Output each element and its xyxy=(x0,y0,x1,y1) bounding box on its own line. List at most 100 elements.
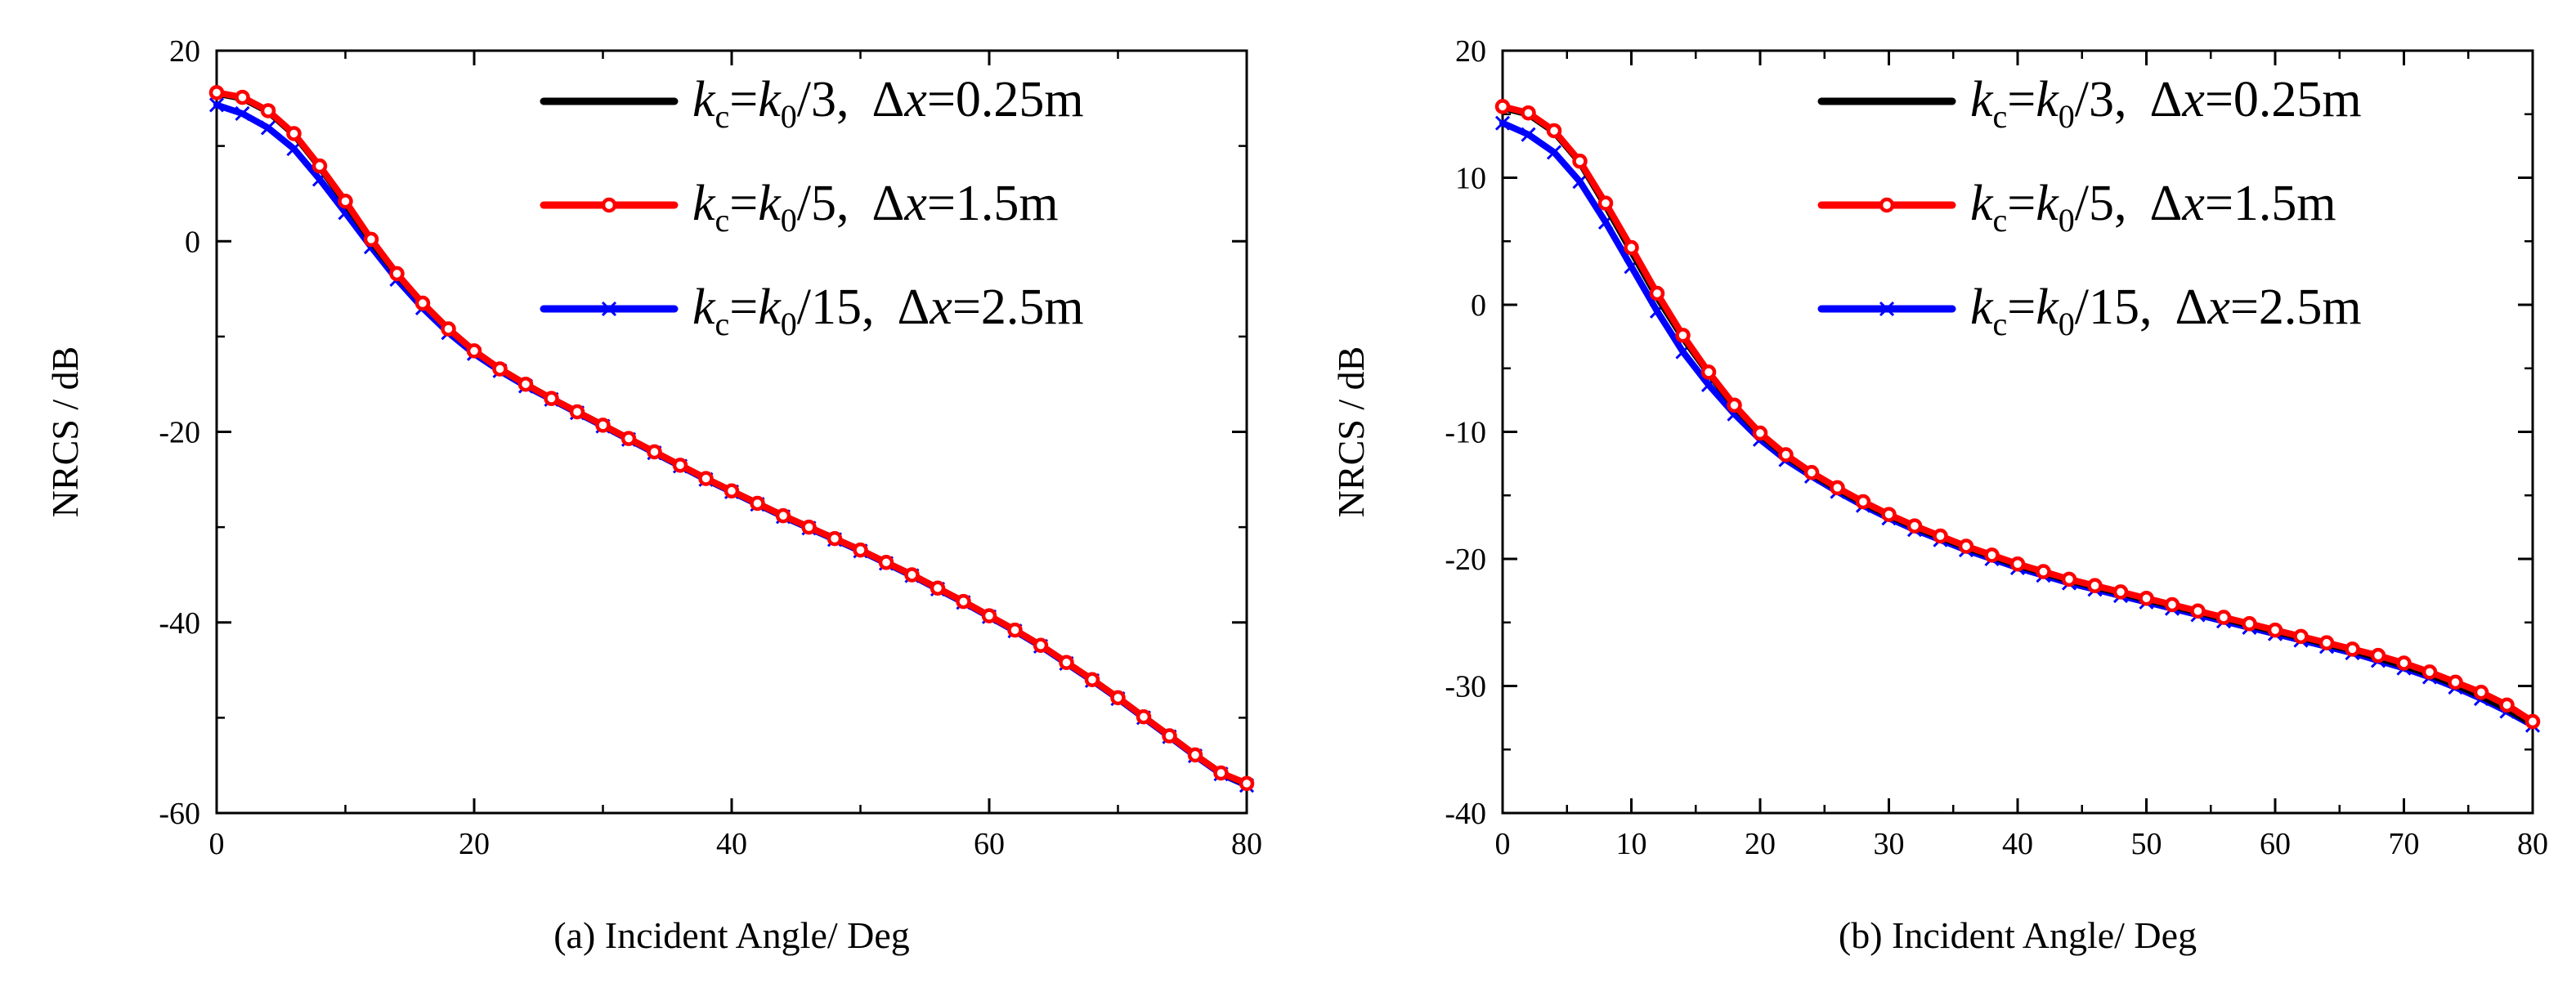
data-point xyxy=(1521,127,1536,142)
data-point xyxy=(801,519,817,535)
legend-label: kc=k0/3, Δx=0.25m xyxy=(1970,72,2362,135)
data-point xyxy=(672,458,688,473)
legend-entry: kc=k0/3, Δx=0.25m xyxy=(1817,72,2362,135)
data-point xyxy=(2318,635,2335,650)
data-point xyxy=(2396,655,2412,671)
data-point xyxy=(2139,590,2154,606)
data-point xyxy=(904,567,920,583)
plot-frame xyxy=(215,49,1248,815)
data-point xyxy=(1752,425,1768,441)
data-point xyxy=(260,120,276,136)
data-point xyxy=(1881,507,1897,522)
data-point xyxy=(1597,195,1614,211)
data-point xyxy=(1855,494,1871,510)
legend-label: kc=k0/5, Δx=1.5m xyxy=(692,176,1059,239)
legend: kc=k0/3, Δx=0.25m kc=k0/5, Δx=1.5m kc=k0/15,… xyxy=(1817,72,2362,342)
data-point xyxy=(2293,628,2309,645)
series-2 xyxy=(1494,99,2541,730)
y-tick-label: 0 xyxy=(185,225,200,259)
x-axis-title: (b) Incident Angle/ Deg xyxy=(1839,914,2197,956)
legend-marker xyxy=(1879,301,1895,317)
data-point xyxy=(853,542,868,558)
y-axis-title: NRCS / dB xyxy=(44,346,86,518)
data-point xyxy=(1624,239,1639,256)
data-point xyxy=(827,530,843,547)
data-point xyxy=(1984,547,2000,563)
data-point xyxy=(2473,685,2489,700)
data-point xyxy=(1572,174,1588,190)
x-tick-label: 80 xyxy=(1231,827,1262,861)
data-point xyxy=(775,507,791,524)
data-point xyxy=(363,231,379,248)
data-point xyxy=(2448,674,2463,690)
legend-marker xyxy=(1879,197,1895,213)
data-point xyxy=(1110,690,1126,706)
data-point xyxy=(1546,145,1562,160)
data-point xyxy=(1007,622,1023,638)
data-point xyxy=(2009,556,2026,572)
data-point xyxy=(2524,713,2541,730)
x-tick-label: 10 xyxy=(1616,827,1647,861)
data-point xyxy=(208,85,225,101)
y-tick-label: -40 xyxy=(1445,797,1486,831)
y-tick-label: -20 xyxy=(159,416,200,450)
data-point xyxy=(1675,328,1691,343)
data-point xyxy=(1830,480,1845,496)
chart-panel-a: 0 20 40 60 80 -60 -40 -20 0 20 (a) Incident Angle/… xyxy=(44,34,1262,956)
data-point xyxy=(878,555,894,570)
y-tick-label: 10 xyxy=(1455,162,1486,196)
data-point xyxy=(2190,603,2206,619)
data-point xyxy=(492,361,508,377)
data-point xyxy=(981,608,997,623)
legend-entry: kc=k0/5, Δx=1.5m xyxy=(1817,176,2336,239)
data-point xyxy=(1494,115,1511,131)
legend-entry: kc=k0/3, Δx=0.25m xyxy=(540,72,1084,135)
data-point xyxy=(466,343,482,359)
data-point xyxy=(1649,285,1665,302)
data-point xyxy=(1136,708,1152,725)
y-tick-label: -10 xyxy=(1445,416,1486,450)
data-point xyxy=(260,103,276,118)
legend-label: kc=k0/15, Δx=2.5m xyxy=(1970,279,2362,342)
y-axis-title: NRCS / dB xyxy=(1330,346,1372,518)
data-point xyxy=(750,495,765,512)
chart-panel-b: 0 10 20 30 40 50 60 70 80 -40 -30 -20 -10 0 10 20 (b) In… xyxy=(1330,34,2548,956)
legend-label: kc=k0/15, Δx=2.5m xyxy=(692,279,1084,342)
legend-label: kc=k0/5, Δx=1.5m xyxy=(1970,176,2336,239)
y-tick-label: 0 xyxy=(1471,288,1486,323)
data-point xyxy=(1727,397,1742,413)
x-tick-label: 80 xyxy=(2517,827,2548,861)
y-tick-label: -40 xyxy=(159,606,200,641)
x-tick-label: 30 xyxy=(1874,827,1905,861)
data-point xyxy=(311,158,328,174)
series-2 xyxy=(208,85,1255,792)
x-tick-label: 0 xyxy=(1495,827,1511,861)
data-point xyxy=(235,105,250,122)
legend-label: kc=k0/3, Δx=0.25m xyxy=(692,72,1084,135)
data-point xyxy=(647,444,662,460)
x-tick-label: 60 xyxy=(2260,827,2291,861)
data-point xyxy=(595,418,611,433)
data-point xyxy=(1521,105,1536,121)
data-point xyxy=(724,483,740,499)
x-tick-label: 50 xyxy=(2131,827,2162,861)
y-tick-label: -30 xyxy=(1445,670,1486,704)
y-tick-label: -20 xyxy=(1445,543,1486,577)
legend-entry: kc=k0/5, Δx=1.5m xyxy=(540,176,1059,239)
data-point xyxy=(235,89,250,105)
data-point xyxy=(208,97,225,113)
data-point xyxy=(1958,538,1974,554)
data-point xyxy=(2370,647,2386,664)
x-tick-label: 40 xyxy=(716,827,747,861)
data-point xyxy=(414,295,431,311)
data-point xyxy=(930,580,946,597)
data-point xyxy=(1572,154,1588,169)
data-point xyxy=(1239,775,1255,792)
data-point xyxy=(620,431,637,446)
x-axis-title: (a) Incident Angle/ Deg xyxy=(553,914,910,956)
y-tick-label: 20 xyxy=(1455,34,1486,69)
legend-entry: kc=k0/15, Δx=2.5m xyxy=(1817,279,2362,342)
legend-entry: kc=k0/15, Δx=2.5m xyxy=(540,279,1084,342)
data-point xyxy=(1700,364,1717,380)
